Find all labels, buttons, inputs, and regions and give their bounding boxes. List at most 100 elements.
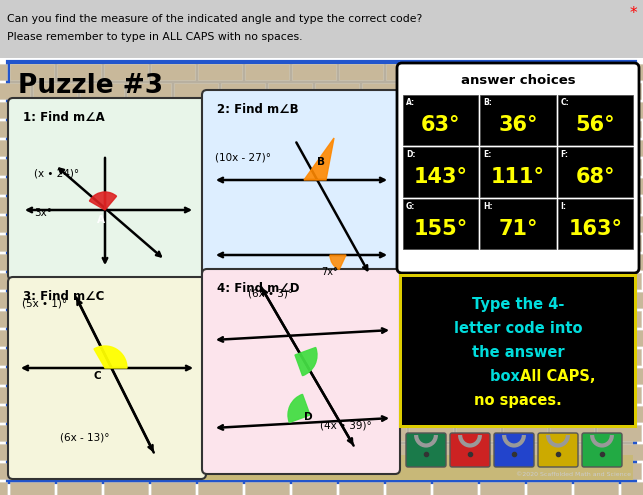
Bar <box>386 178 430 194</box>
Text: 4: Find m∠D: 4: Find m∠D <box>217 282 300 295</box>
Text: no spaces.: no spaces. <box>474 393 562 408</box>
Bar <box>0 387 30 403</box>
Bar <box>480 216 524 232</box>
Bar <box>198 140 242 156</box>
Bar <box>0 292 7 308</box>
Bar <box>550 463 594 479</box>
Text: D:: D: <box>406 150 415 159</box>
Bar <box>362 235 406 251</box>
Bar <box>433 368 477 384</box>
Bar <box>503 197 547 213</box>
Text: 2: Find m∠B: 2: Find m∠B <box>217 103 298 116</box>
Bar <box>174 387 218 403</box>
Bar <box>174 425 218 441</box>
Bar <box>198 178 242 194</box>
Text: I:: I: <box>561 202 566 211</box>
Bar <box>550 159 594 175</box>
Bar <box>315 197 359 213</box>
Bar <box>0 159 30 175</box>
Bar <box>0 216 7 232</box>
Bar <box>127 349 171 365</box>
Text: Can you find the measure of the indicated angle and type the correct code?: Can you find the measure of the indicate… <box>7 14 422 24</box>
Text: answer choices: answer choices <box>460 74 575 87</box>
FancyBboxPatch shape <box>538 433 578 467</box>
Bar <box>292 216 336 232</box>
Bar <box>198 292 242 308</box>
Bar <box>386 482 430 495</box>
Bar <box>80 235 124 251</box>
Bar <box>433 406 477 422</box>
Bar <box>0 197 30 213</box>
Wedge shape <box>330 255 346 269</box>
Bar <box>10 102 54 118</box>
Bar <box>503 159 547 175</box>
Bar <box>574 292 618 308</box>
Bar <box>57 482 101 495</box>
Bar <box>362 273 406 289</box>
Bar <box>456 311 500 327</box>
Bar <box>550 349 594 365</box>
Text: 3x°: 3x° <box>34 208 52 218</box>
Bar <box>480 254 524 270</box>
Bar <box>621 140 643 156</box>
Bar <box>0 140 7 156</box>
Bar <box>292 254 336 270</box>
Wedge shape <box>105 192 116 210</box>
Bar <box>221 83 265 99</box>
Bar <box>597 349 641 365</box>
Bar <box>433 64 477 80</box>
Bar <box>292 482 336 495</box>
Text: ©2020 Scaffolded Math and Science: ©2020 Scaffolded Math and Science <box>516 472 631 477</box>
Bar <box>621 406 643 422</box>
Bar <box>33 463 77 479</box>
Bar <box>198 102 242 118</box>
Bar <box>386 216 430 232</box>
Bar <box>80 159 124 175</box>
Bar <box>433 140 477 156</box>
Bar <box>433 330 477 346</box>
Bar <box>456 349 500 365</box>
Bar <box>621 64 643 80</box>
Bar <box>57 102 101 118</box>
Bar <box>0 178 7 194</box>
Bar <box>339 330 383 346</box>
Bar <box>409 349 453 365</box>
Bar <box>127 121 171 137</box>
Bar <box>80 311 124 327</box>
Polygon shape <box>304 138 334 180</box>
FancyBboxPatch shape <box>8 277 206 479</box>
Text: (5x • 1)°: (5x • 1)° <box>22 298 67 308</box>
Bar <box>597 425 641 441</box>
Bar <box>245 482 289 495</box>
Bar <box>550 121 594 137</box>
FancyBboxPatch shape <box>397 63 639 273</box>
Text: 143°: 143° <box>413 167 467 187</box>
Bar <box>174 121 218 137</box>
Bar <box>550 387 594 403</box>
Bar <box>104 178 148 194</box>
Bar <box>362 197 406 213</box>
Bar <box>268 387 312 403</box>
Bar <box>574 64 618 80</box>
Text: B:: B: <box>484 98 492 107</box>
Bar <box>0 311 30 327</box>
Bar <box>480 444 524 460</box>
Bar <box>503 425 547 441</box>
FancyBboxPatch shape <box>202 90 400 285</box>
Bar <box>174 197 218 213</box>
Bar <box>456 159 500 175</box>
Bar <box>574 140 618 156</box>
Bar <box>80 349 124 365</box>
Bar <box>0 330 7 346</box>
Bar <box>621 482 643 495</box>
Bar <box>433 178 477 194</box>
Bar <box>127 463 171 479</box>
Bar <box>80 273 124 289</box>
Bar <box>574 406 618 422</box>
Bar <box>386 292 430 308</box>
Bar <box>221 387 265 403</box>
Bar <box>0 349 30 365</box>
Bar <box>409 235 453 251</box>
Text: 68°: 68° <box>575 167 615 187</box>
Bar <box>403 199 478 249</box>
